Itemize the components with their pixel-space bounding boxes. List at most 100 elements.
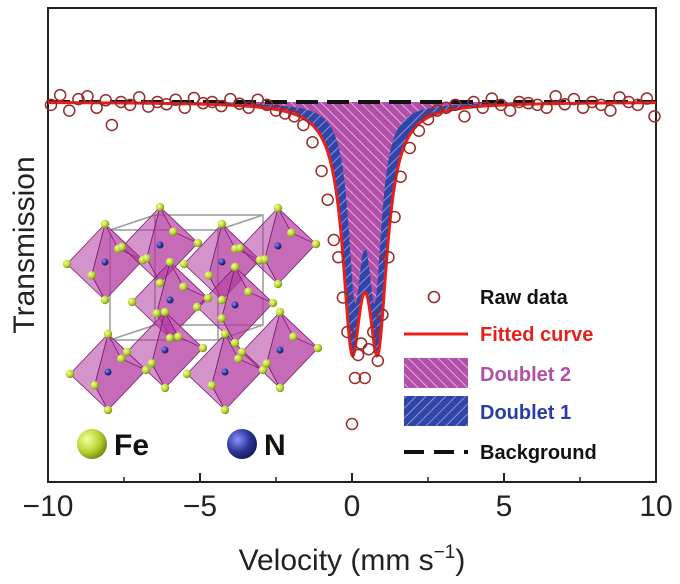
raw-data-point <box>169 93 182 106</box>
x-tick-label: 10 <box>639 490 672 523</box>
raw-data-point <box>388 210 401 224</box>
fe-atom <box>65 369 75 379</box>
x-tick-label: 5 <box>496 490 513 523</box>
raw-data-point <box>215 99 228 113</box>
legend-background-label: Background <box>480 442 597 464</box>
fe-atom <box>141 365 151 375</box>
raw-data-point <box>251 93 265 106</box>
fe-atom <box>147 359 156 368</box>
n-atom <box>101 258 109 266</box>
raw-data-point <box>196 96 210 110</box>
fe-atom <box>142 254 151 263</box>
raw-data-point <box>306 136 319 149</box>
raw-data-point <box>549 90 562 103</box>
raw-data-point <box>315 164 328 178</box>
raw-data-point <box>631 98 645 112</box>
fe-atom <box>87 271 96 280</box>
fe-atom <box>203 293 213 303</box>
n-label: N <box>264 429 286 462</box>
raw-data-point <box>367 325 380 339</box>
raw-data-point <box>44 98 58 112</box>
raw-data-point <box>72 92 85 106</box>
fe-atom <box>217 314 226 323</box>
raw-data-point <box>105 118 119 132</box>
fe-atom <box>103 405 113 415</box>
x-axis: −10 −5 0 5 10 <box>23 473 673 523</box>
raw-data-point <box>382 251 395 264</box>
raw-data-point <box>114 95 128 109</box>
n-atom <box>161 346 169 354</box>
n-atom <box>104 368 112 376</box>
raw-data-point <box>476 101 489 114</box>
raw-data-point <box>287 110 301 123</box>
doublet2-fill <box>169 102 534 304</box>
fe-atom <box>155 278 165 288</box>
raw-data-point <box>371 354 385 367</box>
raw-data-point <box>278 107 292 120</box>
raw-data-point <box>403 141 417 155</box>
legend-raw-data-label: Raw data <box>480 287 569 309</box>
fe-atom <box>275 383 285 393</box>
fe-atom <box>287 228 296 237</box>
fe-atom <box>198 343 208 353</box>
octahedron-1-top <box>159 206 199 244</box>
raw-data-point <box>260 98 274 112</box>
fe-atom <box>235 243 245 253</box>
raw-data-point <box>640 92 654 105</box>
inset-legend: Fe N <box>77 429 286 462</box>
raw-data-point <box>531 98 544 112</box>
fe-atom <box>207 381 216 390</box>
fe-atom <box>160 307 170 317</box>
raw-data-point <box>348 371 362 385</box>
raw-data-point <box>99 94 113 107</box>
n-atom <box>166 296 174 304</box>
raw-data-point <box>485 92 499 105</box>
n-atom <box>156 241 164 249</box>
fe-atom <box>260 255 269 264</box>
raw-data-point <box>362 343 375 356</box>
fe-atom <box>179 282 188 291</box>
raw-data-point <box>430 104 444 117</box>
fe-label: Fe <box>114 429 149 462</box>
fe-atom <box>273 203 283 213</box>
raw-data-point <box>132 91 146 104</box>
raw-data-point <box>540 101 553 114</box>
crystal-structure-illustration <box>62 202 323 415</box>
raw-data-point <box>467 95 480 109</box>
legend-doublet1-label: Doublet 1 <box>480 402 571 424</box>
fe-atom <box>220 405 230 415</box>
fe-atom <box>127 297 137 307</box>
fe-atom <box>230 338 240 348</box>
n-atom <box>218 258 226 266</box>
raw-data-point <box>53 88 67 102</box>
fe-atom <box>262 359 271 368</box>
fe-atom <box>237 347 247 357</box>
fe-atom <box>103 329 113 339</box>
raw-data-point <box>327 233 341 247</box>
fe-atom <box>179 259 189 269</box>
fe-atom <box>165 257 175 267</box>
doublet2-area <box>169 102 534 304</box>
fe-atom <box>273 279 283 289</box>
raw-data-point <box>269 104 283 117</box>
raw-data-point <box>394 170 407 183</box>
octahedron-3-top <box>277 207 317 245</box>
raw-data-point <box>351 348 365 362</box>
fe-atom <box>289 332 298 341</box>
x-tick-label: 0 <box>344 490 361 523</box>
fe-atom <box>90 381 99 390</box>
fe-atom <box>258 365 268 375</box>
fe-atom <box>152 309 161 318</box>
n-atom <box>221 368 229 376</box>
raw-data-point <box>178 101 192 114</box>
y-axis-label: Transmission <box>8 156 41 333</box>
fe-atom <box>117 242 127 252</box>
fe-atom <box>193 238 203 248</box>
raw-data-point <box>622 95 635 109</box>
raw-data-point <box>297 118 310 132</box>
fe-atom <box>311 239 321 249</box>
octahedron-9-top <box>279 311 319 349</box>
raw-data-point <box>341 325 354 339</box>
fe-atom-icon <box>77 429 107 459</box>
chart-legend: Raw data Fitted curve Doublet 2 Doublet … <box>404 287 597 464</box>
